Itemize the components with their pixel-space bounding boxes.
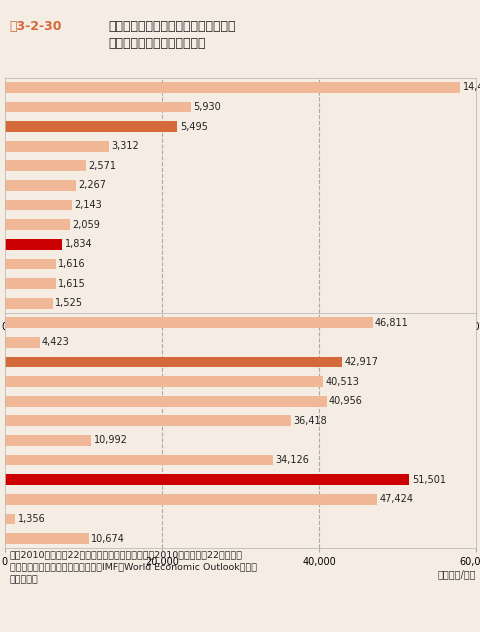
Text: 5,930: 5,930 — [193, 102, 221, 112]
Text: 10,992: 10,992 — [93, 435, 127, 446]
Bar — [5, 161, 85, 171]
X-axis label: （10億米ドル）: （10億米ドル） — [428, 334, 475, 343]
Text: 40,956: 40,956 — [328, 396, 362, 406]
Text: 2,143: 2,143 — [74, 200, 102, 210]
Bar — [5, 396, 326, 406]
Bar — [5, 514, 15, 525]
Text: 図3-2-30: 図3-2-30 — [10, 20, 62, 33]
Text: 1,615: 1,615 — [58, 279, 85, 289]
Bar — [5, 376, 323, 387]
Bar — [5, 533, 88, 544]
Text: 1,525: 1,525 — [55, 298, 83, 308]
Text: 3,312: 3,312 — [111, 142, 139, 151]
Text: 2,267: 2,267 — [78, 181, 106, 190]
Text: 主要各国と東京都市圏の国内（域内）
総生産及び一人当たり総生産: 主要各国と東京都市圏の国内（域内） 総生産及び一人当たり総生産 — [108, 20, 236, 50]
Text: 2,571: 2,571 — [88, 161, 116, 171]
Bar — [5, 102, 191, 112]
Bar — [5, 219, 70, 230]
Bar — [5, 356, 341, 367]
Bar — [5, 494, 377, 505]
Bar — [5, 180, 76, 191]
Text: 34,126: 34,126 — [275, 455, 309, 465]
Text: 42,917: 42,917 — [344, 357, 378, 367]
Bar — [5, 258, 56, 269]
Text: 1,616: 1,616 — [58, 259, 85, 269]
Bar — [5, 415, 290, 426]
Bar — [5, 337, 39, 348]
Text: 46,811: 46,811 — [374, 318, 408, 328]
Text: 14,499: 14,499 — [462, 82, 480, 92]
Bar — [5, 121, 177, 132]
Text: 47,424: 47,424 — [379, 494, 413, 504]
Bar — [5, 454, 272, 465]
Text: 1,834: 1,834 — [65, 240, 92, 249]
Bar — [5, 474, 408, 485]
Text: 5,495: 5,495 — [180, 121, 207, 131]
Text: 10,674: 10,674 — [91, 533, 125, 544]
Bar — [5, 239, 62, 250]
Text: 注：2010年（平成22年）データ。東京都市圏のみ2010年度（平成22年度）。
資料：内閣府「県民経済計算」及びIMF「World Economic Outl: 注：2010年（平成22年）データ。東京都市圏のみ2010年度（平成22年度）。… — [10, 550, 256, 584]
Bar — [5, 317, 372, 328]
Bar — [5, 200, 72, 210]
Text: 1,356: 1,356 — [18, 514, 46, 524]
X-axis label: （米ドル/人）: （米ドル/人） — [437, 569, 475, 579]
Bar — [5, 298, 53, 308]
Text: 36,418: 36,418 — [293, 416, 326, 426]
Text: 4,423: 4,423 — [42, 337, 70, 348]
Bar — [5, 435, 91, 446]
Text: 2,059: 2,059 — [72, 220, 99, 229]
Text: 40,513: 40,513 — [325, 377, 359, 387]
Bar — [5, 278, 56, 289]
Bar — [5, 141, 108, 152]
Bar — [5, 82, 459, 93]
Text: 51,501: 51,501 — [411, 475, 445, 485]
